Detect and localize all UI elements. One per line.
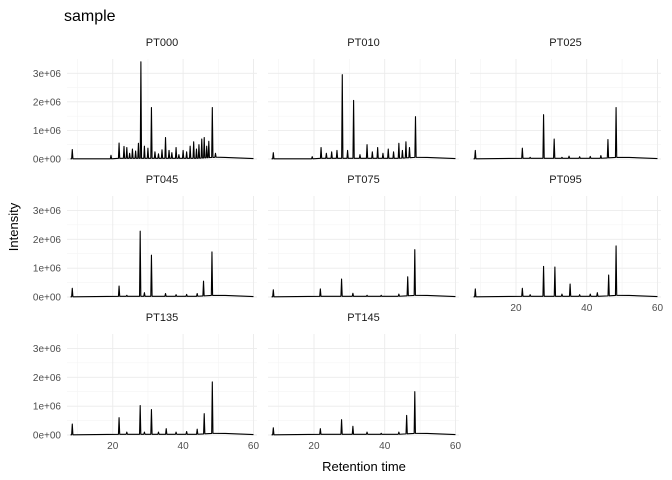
y-tick-label: 1e+06 (33, 402, 62, 413)
facet-panel-pt010: PT010 (268, 37, 459, 160)
facet-panel-pt145: PT145 20 40 60 (268, 312, 461, 452)
y-tick-label: 1e+06 (33, 126, 62, 137)
x-axis-title: Retention time (322, 459, 406, 474)
y-axis-title: Intensity (6, 202, 21, 251)
facet-panel-pt075: PT075 (268, 174, 459, 298)
facet-panel-pt095: PT095 20 40 60 (470, 174, 663, 314)
x-tick-label: 40 (581, 303, 593, 314)
y-tick-label: 0e+00 (33, 431, 62, 442)
facet-strip-label: PT075 (347, 174, 379, 186)
y-tick-label: 2e+06 (33, 235, 62, 246)
y-tick-label: 2e+06 (33, 373, 62, 384)
facet-panel-pt135: PT135 0e+00 1e+06 2e+06 3e+06 20 40 60 (33, 312, 260, 452)
facet-strip-label: PT000 (146, 37, 178, 49)
facet-panel-pt000: PT000 0e+00 1e+06 2e+06 3e+06 (33, 37, 257, 166)
x-tick-label: 60 (248, 441, 260, 452)
facet-strip-label: PT095 (549, 174, 581, 186)
facet-panel-pt025: PT025 (470, 37, 661, 160)
facet-strip-label: PT145 (347, 312, 379, 324)
y-tick-label: 1e+06 (33, 264, 62, 275)
x-tick-label: 60 (652, 303, 664, 314)
chromatogram-trace (271, 74, 456, 160)
chromatogram-trace (473, 107, 658, 160)
chromatogram-trace (271, 249, 456, 298)
y-tick-label: 0e+00 (33, 293, 62, 304)
chromatogram-trace (70, 381, 254, 436)
facet-strip-label: PT010 (347, 37, 379, 49)
x-tick-label: 40 (379, 441, 391, 452)
x-tick-label: 20 (308, 441, 320, 452)
facet-strip-label: PT045 (146, 174, 178, 186)
y-tick-label: 3e+06 (33, 344, 62, 355)
x-tick-label: 40 (178, 441, 190, 452)
y-tick-label: 2e+06 (33, 97, 62, 108)
chromatogram-trace (70, 61, 254, 160)
chromatogram-trace (271, 391, 456, 436)
chromatogram-trace (473, 245, 658, 298)
x-tick-label: 20 (510, 303, 522, 314)
chromatogram-trace (70, 230, 254, 298)
facet-strip-label: PT025 (549, 37, 581, 49)
facet-strip-label: PT135 (146, 312, 178, 324)
facet-panels: PT000 0e+00 1e+06 2e+06 3e+06 PT010 PT025 PT045… (33, 37, 664, 452)
x-tick-label: 20 (107, 441, 119, 452)
y-tick-label: 0e+00 (33, 155, 62, 166)
y-tick-label: 3e+06 (33, 206, 62, 217)
x-tick-label: 60 (450, 441, 462, 452)
facet-panel-pt045: PT045 0e+00 1e+06 2e+06 3e+06 (33, 174, 257, 304)
y-tick-label: 3e+06 (33, 69, 62, 80)
chart-title: sample (64, 8, 116, 25)
